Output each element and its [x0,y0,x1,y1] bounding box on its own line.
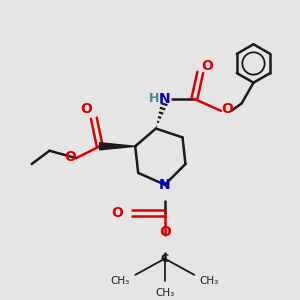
Text: H: H [149,92,160,106]
Text: CH₃: CH₃ [111,276,130,286]
Text: O: O [221,102,233,116]
Text: N: N [159,178,171,192]
Text: O: O [202,59,214,74]
Text: O: O [159,225,171,239]
Text: CH₃: CH₃ [200,276,219,286]
Text: N: N [159,92,171,106]
Polygon shape [100,143,135,150]
Text: O: O [64,150,76,164]
Text: CH₃: CH₃ [155,288,174,298]
Text: O: O [80,102,92,116]
Text: C: C [161,254,169,264]
Text: O: O [112,206,123,220]
